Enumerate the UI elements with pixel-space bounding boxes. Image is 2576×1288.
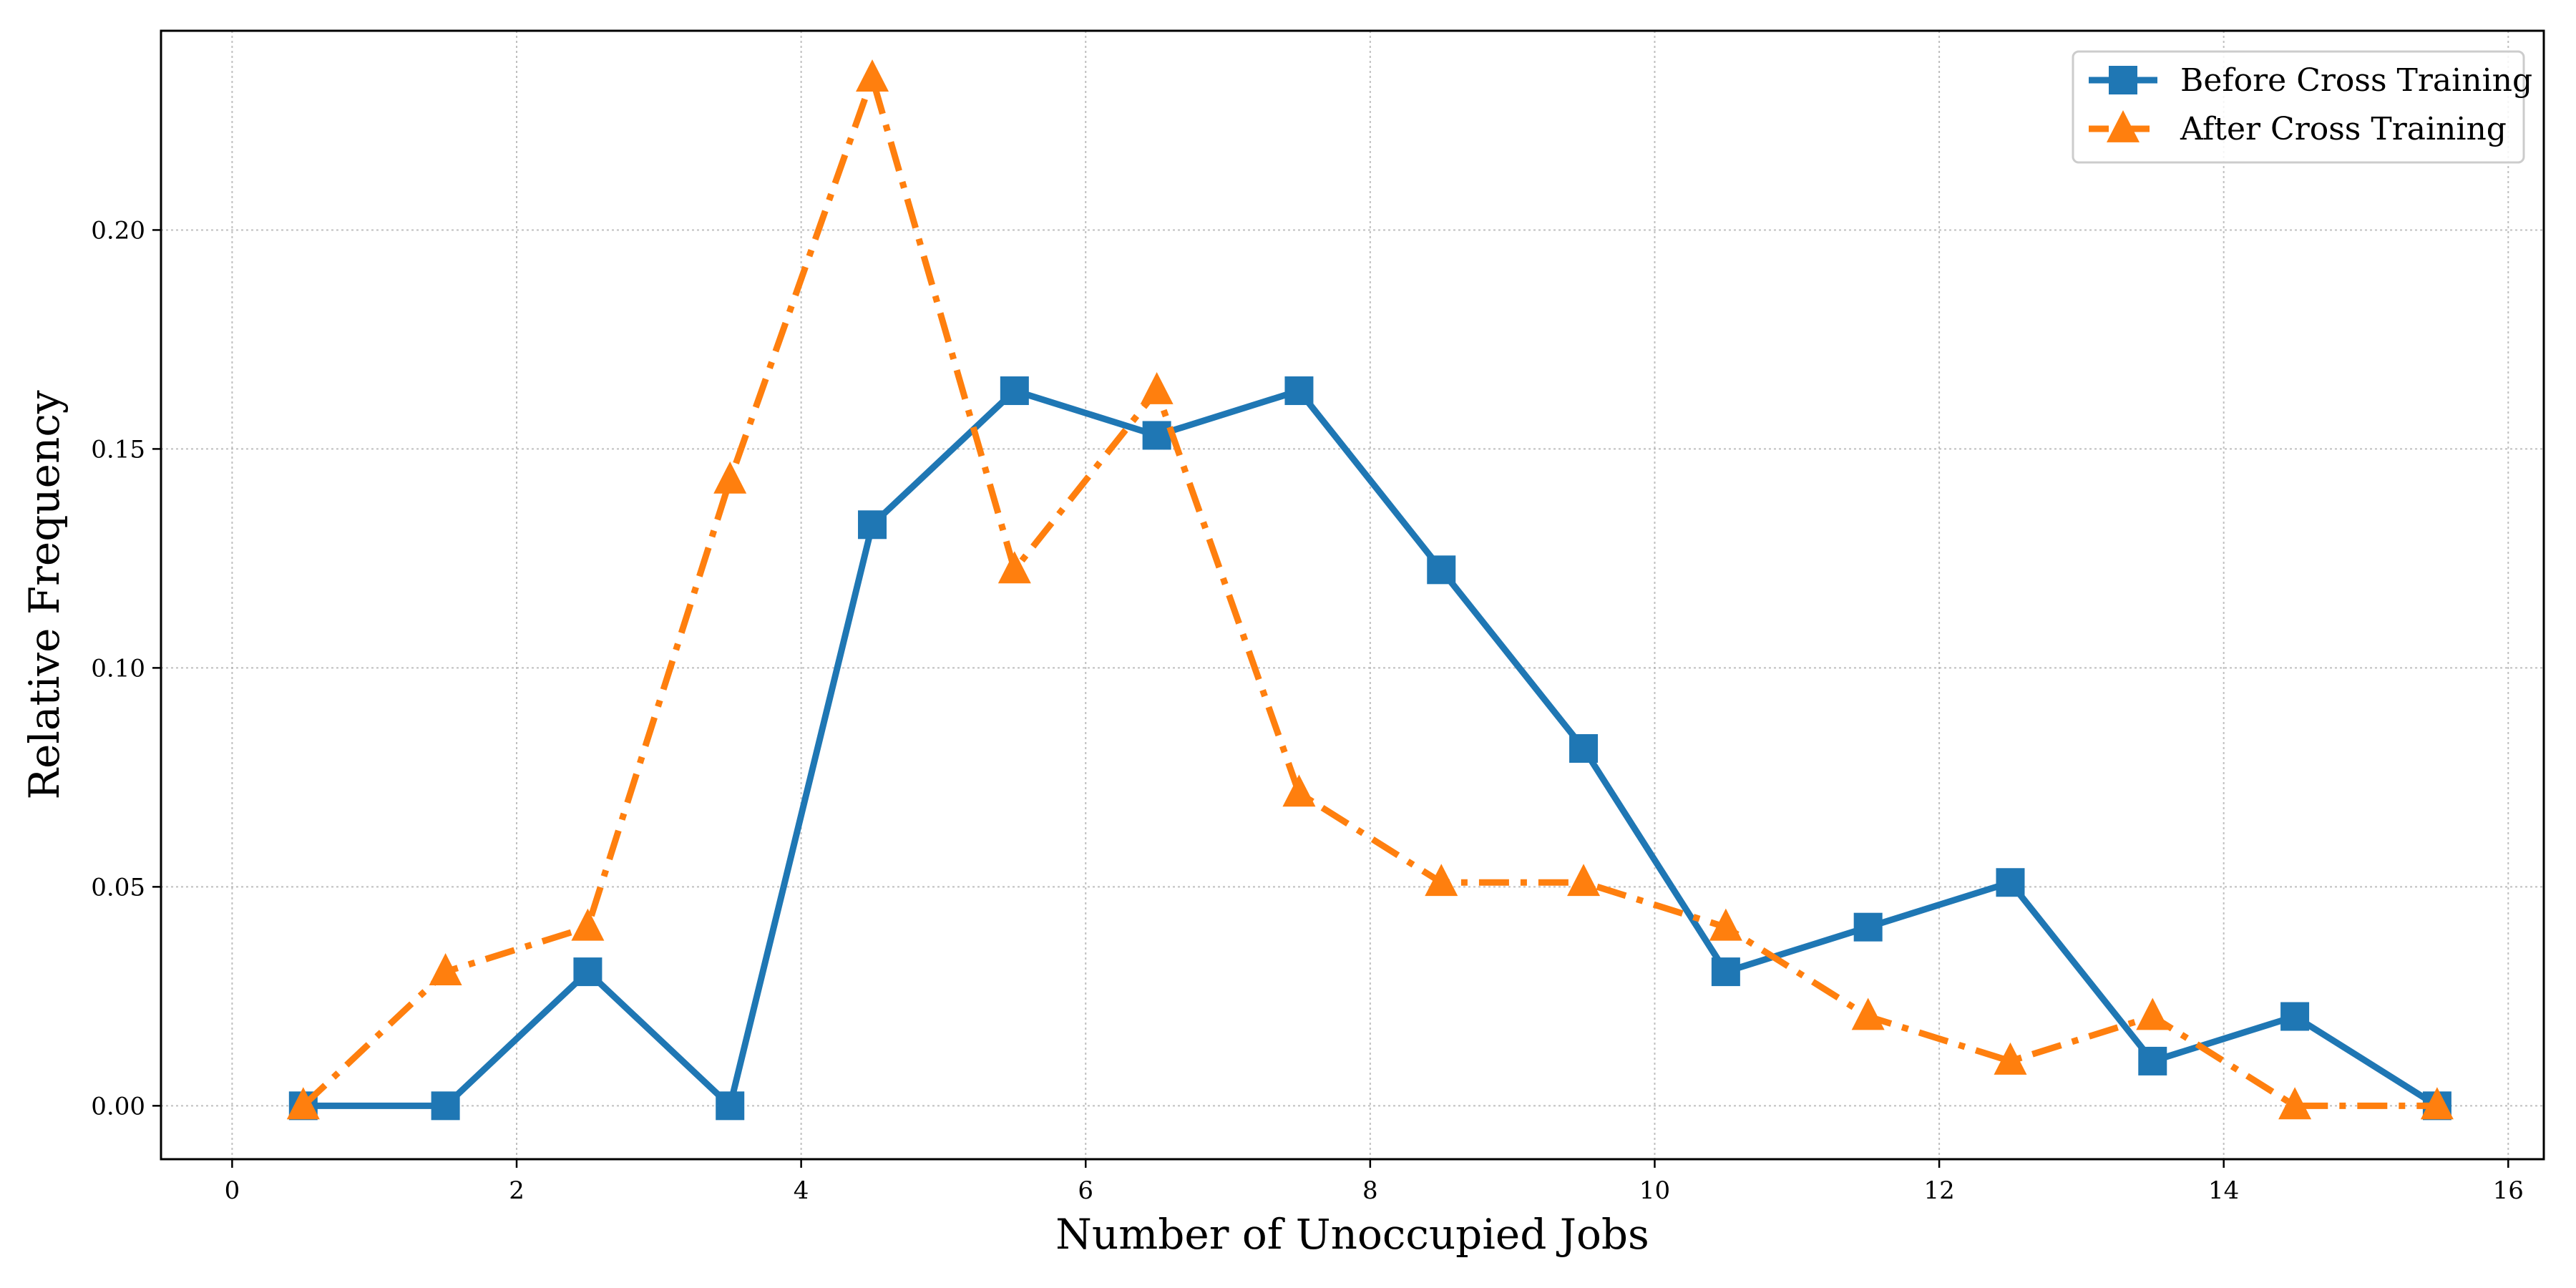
series-line [301,74,2437,1109]
series-1 [288,376,2451,1121]
data-point [1000,376,1029,406]
data-point [1425,864,1458,897]
x-axis-title: Number of Unoccupied Jobs [1055,1210,1649,1259]
x-tick-label: 0 [225,1176,240,1205]
y-axis-title: Relative Frequency [20,390,69,799]
data-point [429,953,462,985]
legend-entries: Before Cross Training After Cross Trainin… [2089,62,2532,147]
axis-ticks: 0 2 4 6 8 10 12 14 16 0.00 0.05 0.10 0.15 0.20 [91,216,2524,1205]
data-point [997,551,1031,584]
data-point [1284,376,1314,406]
legend-entry: Before Cross Training [2089,62,2532,99]
data-point [431,1091,460,1121]
data-point [2278,1087,2312,1120]
data-point [1142,421,1171,450]
data-point [2420,1087,2454,1120]
data-point [858,510,887,540]
data-point [716,1091,745,1121]
data-point [1709,908,1742,941]
data-point [1853,912,1883,942]
x-tick-label: 8 [1362,1176,1378,1205]
data-point [2138,1046,2167,1075]
data-point [1711,957,1740,987]
series-2 [286,59,2454,1120]
series-group [286,59,2454,1121]
x-tick-label: 16 [2493,1176,2524,1205]
data-point [856,59,889,92]
x-tick-label: 6 [1078,1176,1093,1205]
data-point [1569,733,1599,763]
plot-frame [160,29,2545,1161]
data-point [571,908,605,941]
x-tick-label: 2 [509,1176,525,1205]
x-tick-label: 4 [794,1176,809,1205]
data-point [1996,868,2025,897]
x-tick-label: 10 [1639,1176,1670,1205]
y-tick-label: 0.00 [91,1092,145,1121]
y-tick-label: 0.15 [91,435,145,464]
data-point [2280,1002,2310,1031]
data-point [1427,555,1456,585]
x-tick-label: 12 [1923,1176,1954,1205]
legend-marker [2107,109,2140,142]
y-tick-label: 0.05 [91,873,145,902]
data-point [1851,997,1885,1030]
data-point [573,957,602,987]
legend: Before Cross Training After Cross Trainin… [2072,50,2532,164]
legend-label: After Cross Training [2180,111,2507,147]
data-point [2136,997,2170,1030]
data-point [1567,864,1601,897]
legend-entry: After Cross Training [2089,109,2507,147]
y-tick-label: 0.10 [91,654,145,683]
data-point [286,1087,320,1120]
legend-marker [2109,66,2137,94]
data-point [1282,774,1316,807]
data-point [1140,371,1174,404]
data-point [713,461,747,494]
x-tick-label: 14 [2208,1176,2239,1205]
grid [161,31,2544,1159]
data-point [1994,1042,2027,1075]
legend-label: Before Cross Training [2180,62,2532,99]
legend-box [2072,50,2525,164]
series-line [303,387,2439,1109]
y-tick-label: 0.20 [91,216,145,245]
